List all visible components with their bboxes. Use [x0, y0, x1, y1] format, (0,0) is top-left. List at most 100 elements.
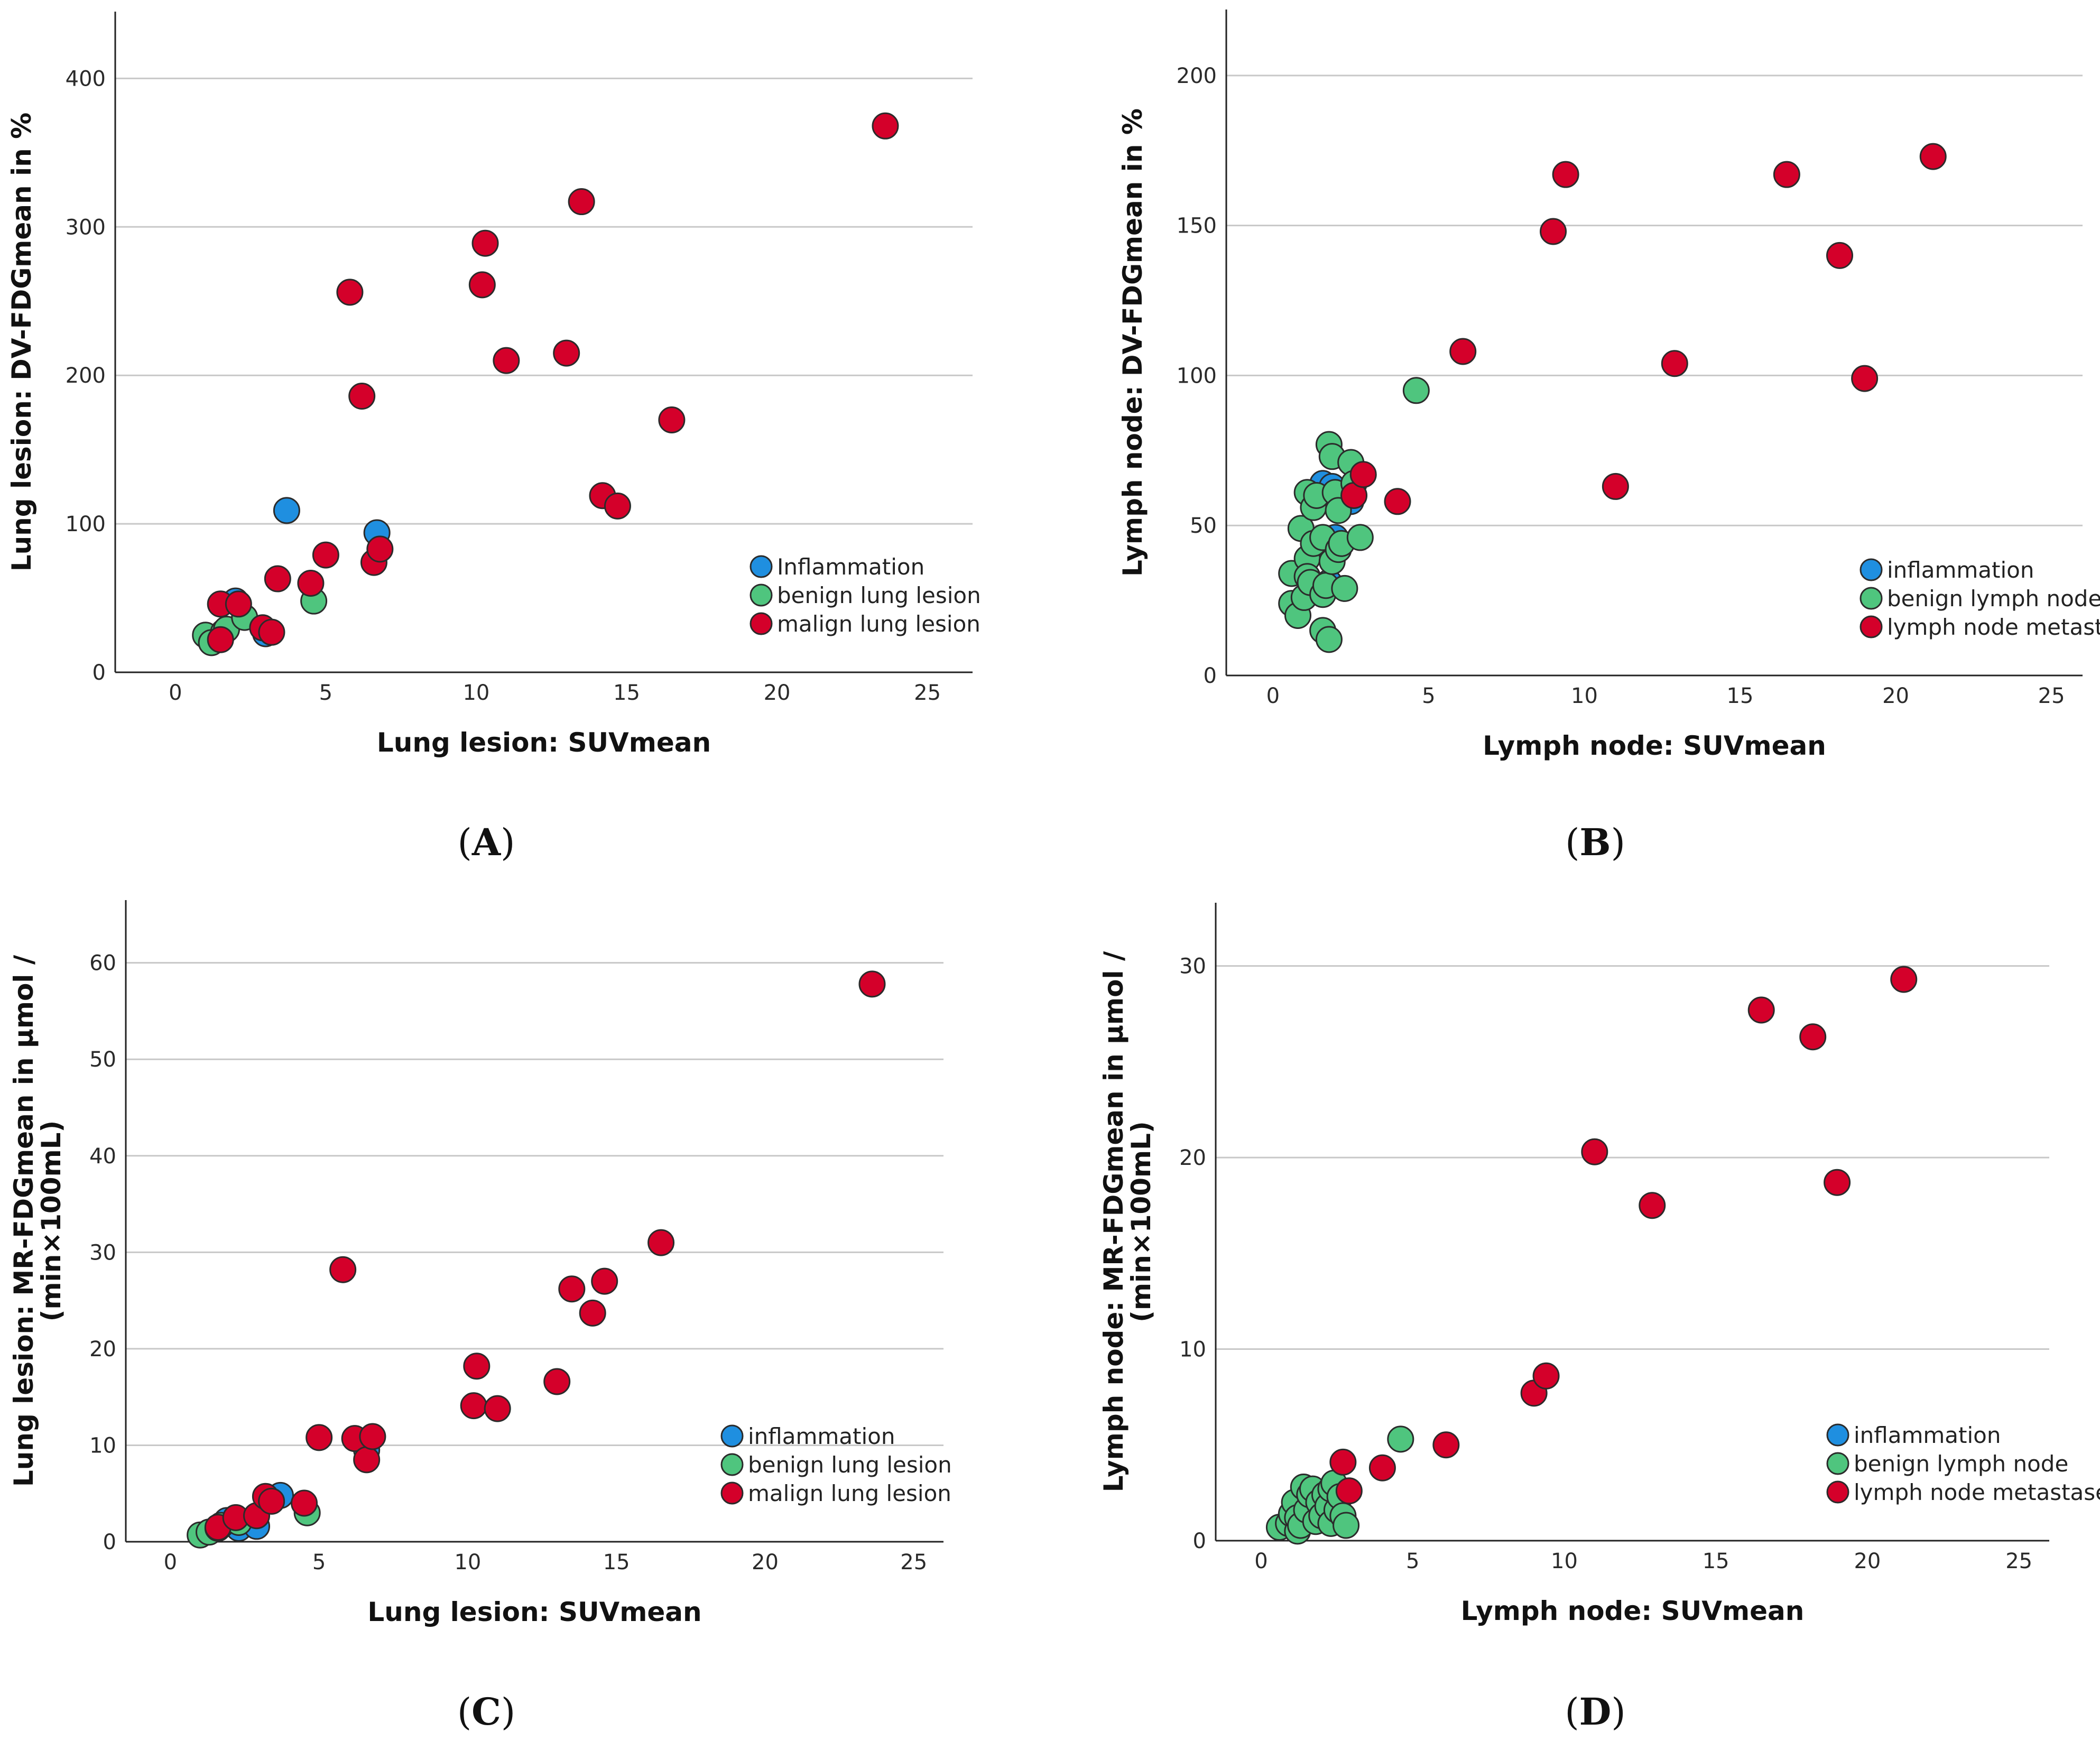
legend-marker-d-benign	[1826, 1452, 1849, 1475]
data-point-a-malign-2	[225, 590, 252, 618]
data-point-b-benign-16	[1315, 626, 1343, 653]
y-tick-label-b-0: 0	[1204, 664, 1217, 688]
data-point-a-malign-16	[568, 188, 595, 216]
legend-marker-b-benign	[1860, 587, 1883, 610]
panel-d: 0 5 10 15 20 25 0 10 20 30 Lymph node: SUVmean Lymp…	[1098, 903, 2100, 1734]
y-tick-label-a-2: 200	[66, 364, 106, 388]
data-point-d-malign-3	[1432, 1431, 1460, 1459]
y-tick-label-c-3: 30	[89, 1240, 116, 1265]
x-axis-title-b: Lymph node: SUVmean	[1483, 730, 1826, 761]
data-point-d-malign-10	[1824, 1169, 1851, 1196]
x-tick-label-a-1: 5	[319, 681, 332, 705]
y-tick-label-c-2: 20	[89, 1337, 116, 1362]
data-point-a-malign-5	[264, 565, 291, 592]
data-point-c-malign-12	[463, 1353, 491, 1380]
data-point-b-malign-9	[1826, 242, 1854, 269]
data-point-a-malign-13	[471, 229, 499, 257]
y-tick-label-c-1: 10	[89, 1433, 116, 1458]
panel-b: 0 5 10 15 20 25 0 50 100 150 200 Lymph node: SUVmea…	[1117, 10, 2100, 864]
panel-a: 0 5 10 15 20 25 0 100 200 300 400 Lung lesion: SUVm…	[6, 12, 981, 864]
data-point-b-malign-3	[1449, 338, 1477, 365]
data-point-c-malign-13	[484, 1395, 511, 1422]
legend-marker-b-malign	[1860, 615, 1883, 638]
data-point-b-malign-1	[1349, 461, 1377, 488]
data-point-d-malign-8	[1747, 996, 1775, 1024]
data-point-b-malign-2	[1384, 488, 1411, 515]
data-point-b-benign-27	[1346, 524, 1374, 551]
data-point-b-malign-6	[1602, 473, 1629, 500]
data-point-a-malign-9	[348, 383, 376, 410]
data-point-a-malign-1	[207, 626, 234, 653]
legend-label-c-benign: benign lung lesion	[748, 1452, 952, 1478]
y-axis-title-a: Lung lesion: DV-FDGmean in %	[6, 113, 37, 572]
legend-marker-a-benign	[750, 584, 773, 607]
data-point-a-malign-4	[258, 618, 285, 646]
legend-label-c-inflammation: inflammation	[748, 1423, 895, 1449]
x-tick-label-d-4: 20	[1854, 1549, 1881, 1573]
x-tick-label-c-2: 10	[454, 1550, 481, 1575]
y-axis-title-b: Lymph node: DV-FDGmean in %	[1117, 108, 1148, 577]
data-point-b-malign-8	[1773, 161, 1800, 188]
y-tick-label-a-1: 100	[66, 512, 106, 536]
data-point-b-malign-11	[1919, 143, 1947, 170]
y-axis-title-d-line-1: Lymph node: MR-FDGmean in μmol /	[1098, 951, 1129, 1492]
caption-b: (B)	[1565, 820, 1625, 864]
x-axis-title-d: Lymph node: SUVmean	[1461, 1596, 1805, 1626]
y-tick-label-c-4: 40	[89, 1144, 116, 1169]
x-tick-label-b-4: 20	[1882, 684, 1909, 708]
legend-marker-c-inflammation	[720, 1424, 744, 1448]
x-tick-label-d-2: 10	[1551, 1549, 1578, 1573]
legend-label-d-benign: benign lymph node	[1854, 1451, 2068, 1477]
data-point-a-malign-15	[553, 339, 580, 367]
y-tick-label-a-0: 0	[92, 661, 106, 685]
legend-marker-c-benign	[720, 1453, 744, 1476]
data-point-d-benign-22	[1333, 1512, 1360, 1539]
y-tick-label-d-2: 20	[1179, 1146, 1206, 1170]
data-point-c-malign-4	[258, 1487, 285, 1515]
caption-a: (A)	[458, 820, 515, 864]
data-point-b-malign-7	[1661, 350, 1688, 377]
y-tick-label-b-1: 50	[1190, 514, 1217, 538]
data-point-a-malign-6	[297, 569, 325, 597]
legend-marker-a-malign	[750, 612, 773, 635]
data-point-a-malign-8	[336, 279, 364, 306]
data-point-c-malign-11	[460, 1392, 487, 1420]
x-tick-label-b-3: 15	[1727, 684, 1754, 708]
data-point-d-malign-2	[1368, 1454, 1396, 1481]
data-point-d-benign-23	[1387, 1425, 1414, 1453]
data-point-d-malign-5	[1532, 1362, 1560, 1390]
legend-label-d-inflammation: inflammation	[1854, 1422, 2001, 1448]
data-point-b-benign-28	[1402, 377, 1430, 404]
data-point-a-malign-14	[493, 347, 520, 374]
y-tick-label-c-6: 60	[89, 951, 116, 976]
legend-label-b-malign: lymph node metastases	[1887, 614, 2100, 640]
data-point-c-malign-19	[858, 970, 886, 998]
x-tick-label-b-5: 25	[2038, 684, 2065, 708]
data-point-d-malign-9	[1799, 1023, 1827, 1051]
x-axis-title-a: Lung lesion: SUVmean	[377, 727, 711, 758]
data-point-b-benign-24	[1331, 575, 1358, 602]
data-point-d-malign-7	[1639, 1192, 1666, 1219]
data-point-c-malign-10	[359, 1423, 386, 1450]
data-point-d-malign-1	[1335, 1477, 1363, 1505]
y-tick-label-a-4: 400	[66, 67, 106, 91]
data-point-a-malign-12	[468, 271, 496, 299]
data-point-c-malign-5	[291, 1489, 318, 1517]
y-tick-label-d-0: 0	[1193, 1529, 1206, 1553]
x-tick-label-a-3: 15	[613, 681, 640, 705]
x-tick-label-c-3: 15	[603, 1550, 630, 1575]
x-tick-label-a-2: 10	[462, 681, 489, 705]
x-tick-label-d-5: 25	[2005, 1549, 2032, 1573]
data-point-c-malign-7	[329, 1256, 357, 1283]
data-point-d-malign-11	[1890, 966, 1918, 993]
data-point-d-malign-6	[1581, 1138, 1608, 1165]
y-tick-label-c-0: 0	[103, 1530, 116, 1554]
y-tick-label-a-3: 300	[66, 215, 106, 239]
legend-marker-b-inflammation	[1860, 558, 1883, 581]
panel-c: 0 5 10 15 20 25 0 10 20 30 40 50 60 Lung lesion: SUVm…	[8, 900, 952, 1734]
legend-marker-d-inflammation	[1826, 1423, 1849, 1447]
data-point-a-malign-18	[604, 492, 631, 520]
data-point-c-malign-16	[579, 1299, 606, 1327]
legend-label-c-malign: malign lung lesion	[748, 1480, 951, 1506]
